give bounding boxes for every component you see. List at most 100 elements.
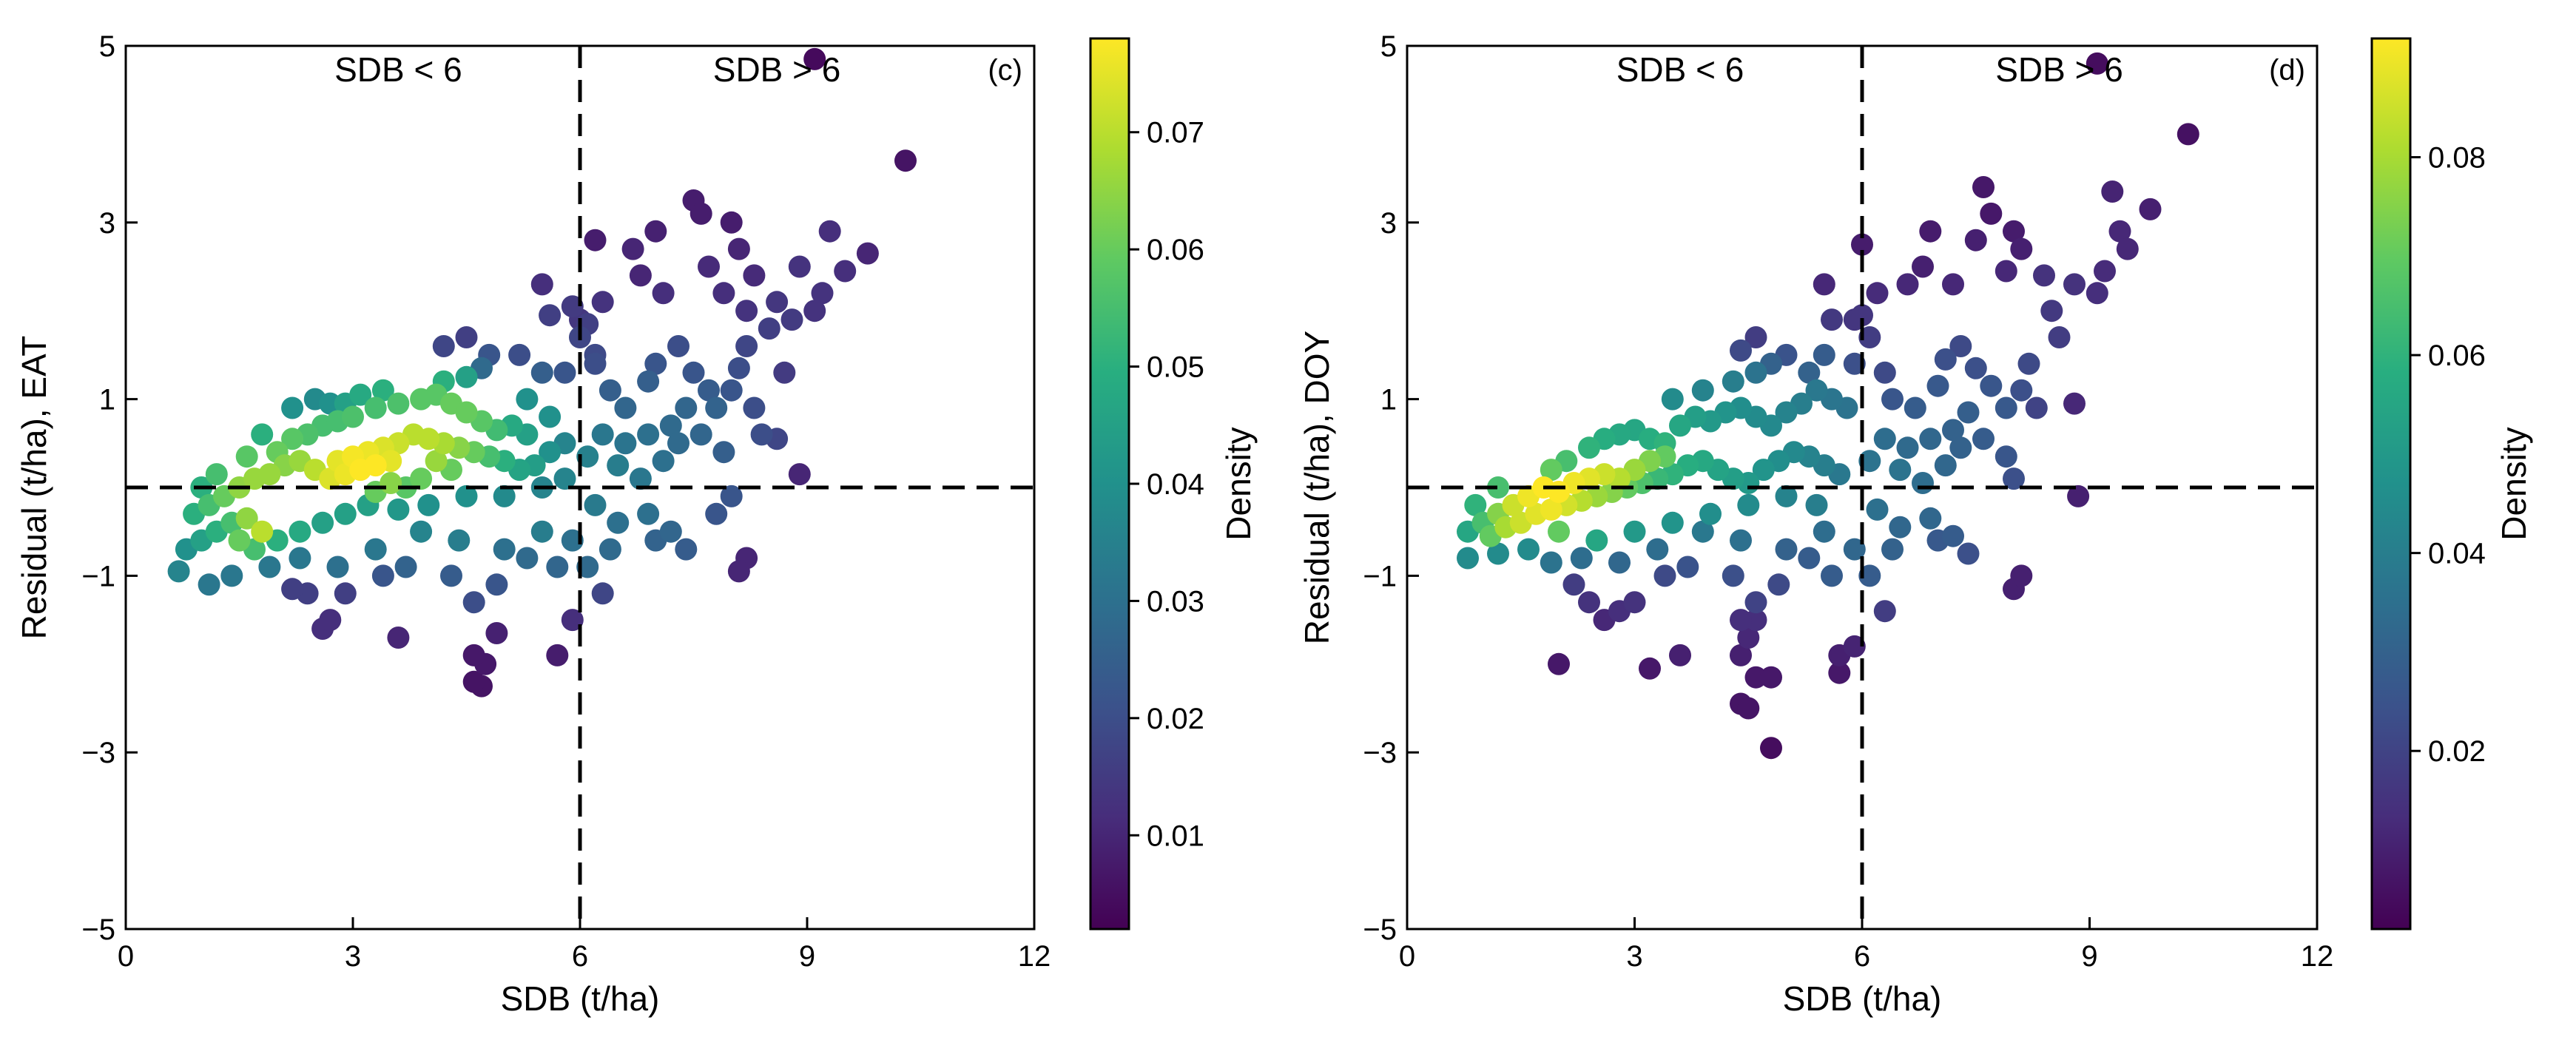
- data-point: [1676, 556, 1699, 578]
- data-point: [735, 335, 758, 357]
- data-point: [387, 498, 410, 521]
- x-tick-label: 9: [2081, 940, 2097, 973]
- data-point: [364, 538, 387, 561]
- data-point: [1972, 176, 1995, 198]
- x-tick-label: 3: [345, 940, 361, 973]
- data-point: [720, 484, 743, 507]
- data-point: [1730, 339, 1752, 362]
- panel-d-colorbar-label: Density: [2495, 427, 2533, 540]
- data-point: [1653, 564, 1676, 587]
- y-tick-label: −1: [81, 560, 115, 592]
- data-point: [1919, 507, 1942, 530]
- x-tick-label: 9: [799, 940, 815, 973]
- data-point: [289, 520, 311, 543]
- panel-c-x-tick-labels: 0 3 6 9 12: [118, 940, 1051, 973]
- data-point: [1775, 484, 1798, 507]
- data-point: [1873, 428, 1896, 450]
- data-point: [1798, 547, 1821, 570]
- data-point: [675, 538, 698, 561]
- data-point: [311, 511, 334, 534]
- data-point: [1752, 459, 1775, 482]
- data-point: [1691, 520, 1714, 543]
- data-point: [167, 560, 190, 583]
- data-point: [1585, 529, 1608, 552]
- x-tick-label: 12: [1018, 940, 1051, 973]
- data-point: [591, 291, 614, 314]
- data-point: [1851, 304, 1873, 327]
- data-point: [251, 423, 274, 446]
- data-point: [1760, 666, 1782, 689]
- data-point: [1949, 335, 1972, 357]
- data-point: [818, 220, 841, 243]
- data-point: [1578, 591, 1600, 614]
- data-point: [326, 556, 349, 578]
- data-point: [1730, 529, 1752, 552]
- data-point: [1934, 348, 1957, 371]
- colorbar-tick-label: 0.05: [1147, 351, 1204, 384]
- y-tick-label: 1: [99, 384, 115, 416]
- panel-d-x-axis-title: SDB (t/ha): [1783, 979, 1942, 1018]
- data-point: [516, 388, 539, 411]
- data-point: [530, 520, 553, 543]
- data-point: [1737, 627, 1760, 649]
- data-point: [1661, 388, 1684, 411]
- panel-d-points: [1457, 52, 2199, 760]
- y-tick-label: 3: [99, 207, 115, 240]
- data-point: [591, 423, 614, 446]
- data-point: [417, 428, 440, 450]
- data-point: [561, 529, 584, 552]
- data-point: [720, 211, 743, 234]
- data-point: [508, 343, 531, 366]
- data-point: [727, 560, 750, 583]
- data-point: [1912, 255, 1934, 278]
- data-point: [516, 547, 539, 570]
- data-point: [584, 352, 607, 375]
- data-point: [2063, 273, 2086, 296]
- data-point: [1540, 459, 1562, 482]
- colorbar-tick-label: 0.03: [1147, 585, 1204, 618]
- data-point: [1487, 542, 1509, 565]
- data-point: [258, 463, 281, 486]
- data-point: [584, 493, 607, 516]
- data-point: [1904, 396, 1926, 419]
- data-point: [1722, 370, 1744, 393]
- data-point: [1744, 609, 1767, 632]
- data-point: [235, 507, 258, 530]
- data-point: [2025, 396, 2048, 419]
- data-point: [432, 335, 455, 357]
- data-point: [1744, 326, 1767, 348]
- data-point: [1821, 564, 1843, 587]
- colorbar-tick-label: 0.04: [1147, 468, 1204, 501]
- data-point: [493, 538, 516, 561]
- colorbar-tick-label: 0.06: [1147, 234, 1204, 266]
- data-point: [485, 622, 508, 644]
- panel-d-x-tick-labels: 0 3 6 9 12: [1399, 940, 2333, 973]
- data-point: [546, 644, 569, 666]
- panel-c-label: (c): [988, 54, 1022, 87]
- data-point: [380, 472, 402, 494]
- data-point: [607, 454, 630, 477]
- data-point: [644, 220, 667, 243]
- data-point: [1570, 547, 1593, 570]
- data-point: [462, 591, 485, 614]
- data-point: [334, 582, 357, 605]
- data-point: [1767, 573, 1790, 596]
- colorbar-tick-label: 0.02: [2428, 735, 2486, 768]
- data-point: [448, 529, 471, 552]
- data-point: [1896, 436, 1919, 459]
- data-point: [493, 484, 516, 507]
- data-point: [637, 423, 660, 446]
- data-point: [281, 396, 304, 419]
- data-point: [576, 556, 599, 578]
- data-point: [834, 260, 857, 283]
- data-point: [1623, 520, 1646, 543]
- x-tick-label: 3: [1626, 940, 1642, 973]
- data-point: [1775, 538, 1798, 561]
- data-point: [1661, 511, 1684, 534]
- data-point: [530, 361, 553, 384]
- data-point: [387, 392, 410, 415]
- data-point: [2108, 220, 2131, 243]
- panel-c-colorbar: [1089, 37, 1130, 931]
- data-point: [530, 273, 553, 296]
